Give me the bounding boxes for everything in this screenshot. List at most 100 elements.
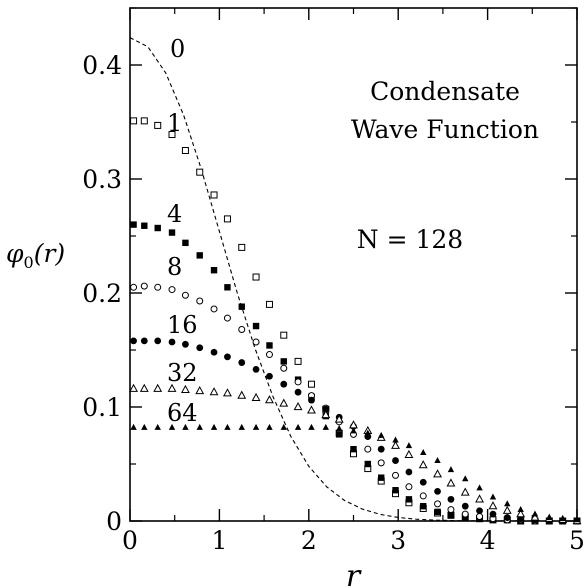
point-filled-circle: [308, 396, 315, 404]
point-open-triangle: [475, 494, 484, 503]
point-filled-square: [196, 252, 203, 259]
point-filled-triangle: [405, 442, 413, 449]
series-4: [130, 221, 581, 525]
point-filled-circle: [503, 514, 511, 521]
point-open-circle: [447, 506, 455, 514]
point-open-square: [140, 117, 148, 125]
series-label-32: 32: [167, 359, 198, 387]
point-open-square: [210, 191, 218, 199]
point-open-triangle: [488, 501, 498, 510]
y-tick-label: 0.4: [82, 51, 122, 80]
point-filled-square: [154, 224, 161, 232]
x-tick-label: 4: [480, 526, 496, 555]
point-filled-triangle: [294, 423, 302, 430]
point-open-triangle: [237, 390, 247, 399]
annotation-text: N = 128: [357, 225, 463, 254]
series-1: [130, 117, 581, 525]
point-filled-square: [266, 342, 273, 349]
point-filled-triangle: [154, 423, 161, 430]
point-filled-triangle: [182, 423, 189, 430]
point-open-square: [307, 380, 315, 388]
point-open-triangle: [251, 392, 261, 401]
series-label-1: 1: [167, 109, 182, 137]
point-filled-triangle: [378, 431, 385, 438]
x-tick-label: 3: [390, 526, 406, 555]
point-filled-square: [335, 431, 343, 438]
point-open-square: [181, 147, 189, 154]
point-filled-square: [182, 239, 189, 247]
point-filled-triangle: [517, 506, 524, 512]
series-label-0: 0: [170, 35, 185, 63]
series-label-4: 4: [167, 200, 182, 228]
point-filled-triangle: [210, 423, 218, 430]
point-filled-square: [168, 229, 176, 236]
point-open-triangle: [530, 512, 540, 521]
point-open-square: [223, 215, 231, 223]
point-open-circle: [419, 492, 427, 500]
point-filled-triangle: [531, 510, 539, 517]
point-open-circle: [130, 283, 138, 291]
point-filled-circle: [224, 353, 231, 361]
point-open-triangle: [293, 401, 303, 411]
point-open-triangle: [334, 414, 344, 423]
point-filled-circle: [434, 487, 441, 495]
point-open-square: [280, 331, 288, 339]
point-open-circle: [238, 325, 246, 333]
point-filled-square: [420, 502, 427, 510]
point-filled-triangle: [559, 515, 566, 522]
point-filled-circle: [419, 478, 427, 486]
point-filled-circle: [210, 348, 218, 356]
point-filled-triangle: [252, 423, 260, 430]
point-filled-square: [447, 512, 455, 519]
point-filled-triangle: [364, 429, 372, 436]
point-filled-triangle: [308, 423, 315, 430]
point-filled-square: [405, 496, 413, 503]
y-tick-label: 0.1: [82, 393, 122, 422]
point-filled-triangle: [238, 423, 245, 430]
point-filled-triangle: [447, 466, 455, 473]
point-open-square: [196, 168, 204, 176]
point-filled-circle: [130, 337, 137, 345]
point-filled-square: [434, 508, 441, 516]
point-open-circle: [140, 282, 148, 290]
point-filled-triangle: [462, 475, 469, 482]
point-filled-circle: [168, 338, 176, 346]
point-open-circle: [392, 471, 400, 479]
point-filled-circle: [322, 405, 330, 413]
point-filled-square: [224, 284, 231, 291]
point-open-triangle: [209, 387, 219, 396]
point-open-circle: [461, 510, 469, 518]
point-open-circle: [377, 459, 385, 467]
point-open-triangle: [404, 449, 414, 458]
point-open-circle: [223, 314, 231, 322]
point-filled-triangle: [130, 423, 137, 430]
point-filled-triangle: [322, 423, 329, 430]
point-filled-square: [392, 487, 399, 494]
point-filled-square: [350, 445, 357, 453]
point-open-triangle: [460, 487, 470, 496]
point-open-circle: [294, 378, 302, 386]
point-filled-circle: [294, 388, 302, 396]
series-0: [129, 37, 577, 522]
point-filled-circle: [154, 337, 162, 345]
point-open-triangle: [516, 509, 526, 518]
x-tick-label: 2: [301, 526, 317, 555]
point-open-triangle: [307, 405, 316, 414]
y-tick-label: 0.3: [82, 165, 122, 194]
point-open-square: [130, 117, 138, 125]
point-filled-circle: [266, 372, 273, 380]
point-filled-circle: [392, 457, 399, 464]
point-open-circle: [154, 283, 162, 291]
point-filled-circle: [447, 495, 455, 503]
series-8: [130, 282, 581, 525]
point-open-triangle: [223, 388, 232, 397]
point-filled-square: [364, 460, 372, 468]
y-axis-label: φ0(r): [6, 239, 65, 272]
point-open-square: [168, 131, 176, 139]
point-open-triangle: [167, 383, 177, 392]
point-open-square: [294, 357, 302, 365]
point-filled-square: [378, 474, 385, 481]
point-filled-triangle: [224, 423, 231, 430]
y-tick-label: 0.2: [82, 279, 122, 308]
point-filled-circle: [489, 510, 497, 518]
